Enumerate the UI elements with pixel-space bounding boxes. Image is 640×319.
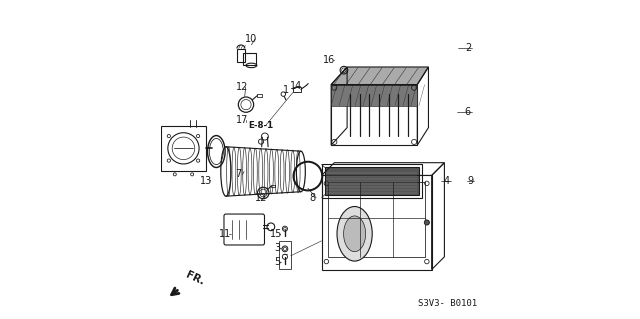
Ellipse shape	[337, 206, 372, 261]
Bar	[331, 85, 417, 145]
Bar	[237, 49, 245, 62]
Text: 6: 6	[465, 107, 471, 117]
Text: 10: 10	[245, 34, 257, 44]
Text: 17: 17	[236, 115, 248, 125]
Text: 13: 13	[200, 176, 212, 186]
Text: S3V3- B0101: S3V3- B0101	[418, 299, 477, 308]
Text: FR.: FR.	[184, 270, 205, 287]
Text: 3: 3	[274, 243, 280, 253]
Text: 7: 7	[236, 169, 242, 180]
Bar	[257, 94, 262, 97]
Bar	[331, 85, 417, 106]
Bar	[321, 164, 422, 198]
Circle shape	[424, 220, 429, 225]
Bar	[243, 53, 256, 65]
Text: 1: 1	[283, 85, 289, 95]
Bar	[328, 182, 425, 257]
Bar	[161, 126, 206, 171]
Bar	[280, 241, 291, 269]
Bar	[321, 175, 431, 270]
Text: 9: 9	[467, 176, 474, 186]
Text: 14: 14	[290, 81, 302, 91]
Text: 16: 16	[323, 55, 335, 65]
Text: 15: 15	[270, 229, 282, 240]
Text: 8: 8	[309, 193, 316, 203]
Text: 11: 11	[219, 229, 231, 239]
Bar	[293, 87, 301, 92]
Bar	[271, 185, 275, 187]
Text: 12: 12	[236, 82, 248, 92]
Bar	[324, 167, 419, 195]
Text: 4: 4	[444, 176, 450, 186]
Ellipse shape	[344, 216, 365, 252]
Bar	[151, 143, 159, 154]
Text: 12: 12	[255, 193, 267, 204]
Text: E-8-1: E-8-1	[249, 121, 274, 130]
Polygon shape	[331, 67, 428, 85]
Text: 5: 5	[274, 257, 280, 267]
Text: 2: 2	[465, 43, 472, 54]
